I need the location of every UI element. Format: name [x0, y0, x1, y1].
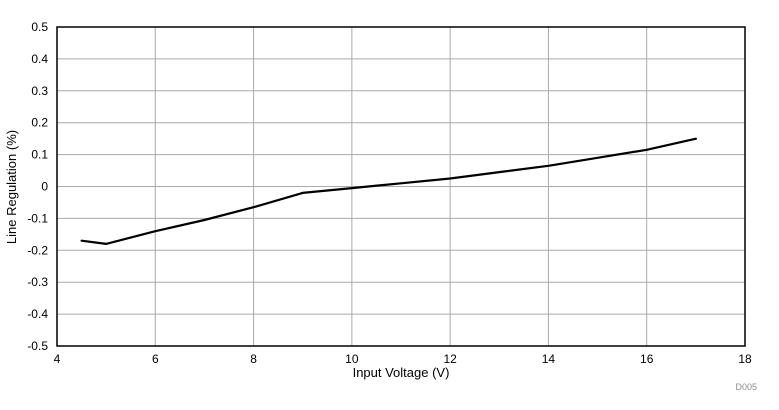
x-axis-title: Input Voltage (V)	[353, 365, 450, 380]
y-tick-label: -0.1	[27, 211, 48, 225]
y-tick-label: 0.4	[31, 52, 48, 66]
x-tick-label: 12	[443, 352, 457, 366]
y-tick-label: -0.2	[27, 243, 48, 257]
chart-generated-content: 4 6 8 10 12 14 16 18 -0.5 -0.4 -0.3 -0.2 -0.1 0 0.1 0.2…	[27, 20, 752, 366]
x-tick-label: 4	[54, 352, 61, 366]
y-tick-label: 0	[41, 180, 48, 194]
y-tick-label: -0.3	[27, 275, 48, 289]
x-tick-label: 6	[152, 352, 159, 366]
plot-border	[56, 26, 746, 347]
x-tick-label: 18	[738, 352, 752, 366]
x-tick-label: 8	[250, 352, 257, 366]
y-tick-label: 0.5	[31, 20, 48, 34]
y-tick-label: 0.2	[31, 116, 48, 130]
y-tick-label: 0.1	[31, 148, 48, 162]
series-line-line-regulation	[80, 137, 698, 245]
y-axis-title: Line Regulation (%)	[4, 130, 19, 244]
figure-id-label: D005	[735, 382, 757, 392]
y-tick-label: -0.5	[27, 339, 48, 353]
y-tick-label: 0.3	[31, 84, 48, 98]
y-tick-label: -0.4	[27, 307, 48, 321]
x-tick-label: 14	[542, 352, 556, 366]
x-tick-label: 10	[345, 352, 359, 366]
x-tick-label: 16	[640, 352, 654, 366]
